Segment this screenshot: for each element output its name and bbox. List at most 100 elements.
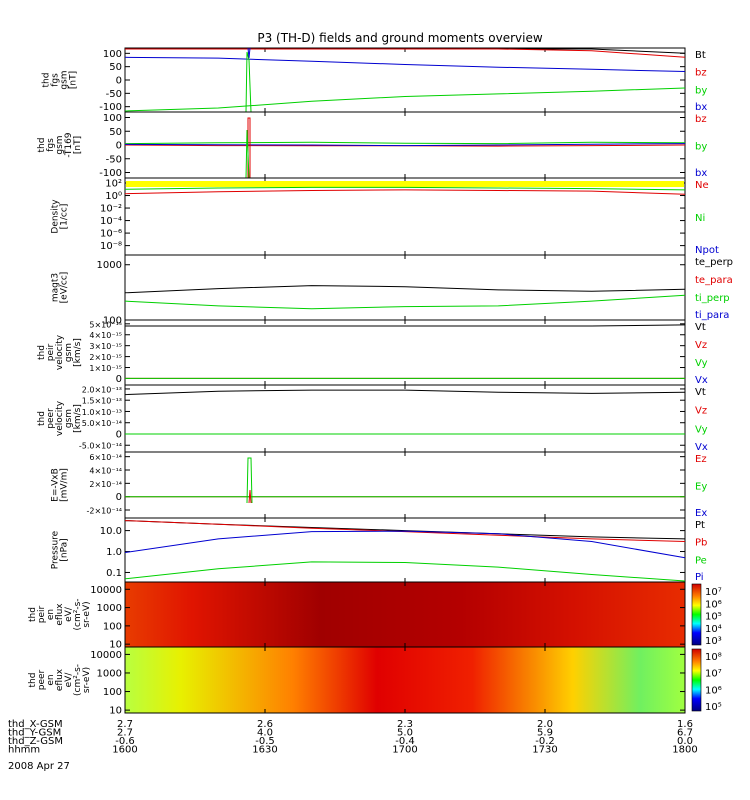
ephemeris-value: 1730 — [532, 745, 557, 756]
y-tick-label: 0 — [116, 429, 122, 440]
ephemeris-value: 1700 — [392, 745, 417, 756]
spike-ey — [246, 457, 253, 504]
legend-Ni: Ni — [695, 213, 705, 224]
y-tick-label: 0 — [116, 141, 122, 152]
y-tick-label: 1.0×10⁻¹³ — [82, 408, 122, 417]
ephemeris-value: 2.7 — [117, 728, 133, 739]
y-axis-label: [mV/m] — [60, 468, 70, 502]
y-tick-label: 100 — [103, 621, 122, 632]
legend-Pb: Pb — [695, 538, 707, 549]
ephemeris-value: 4.0 — [257, 728, 273, 739]
legend-Ne: Ne — [695, 180, 709, 191]
ephemeris-date: 2008 Apr 27 — [8, 761, 70, 772]
series-Ne — [124, 189, 686, 195]
series-by — [124, 87, 686, 112]
legend-Npot: Npot — [695, 245, 719, 256]
y-axis-label: fgs — [46, 138, 56, 152]
ephemeris-row-label: thd_X-GSM — [8, 719, 63, 730]
ephemeris-value: 1800 — [672, 745, 697, 756]
series-bx — [124, 56, 686, 72]
y-tick-label: -100 — [99, 168, 122, 179]
y-axis-label: sr-eV) — [82, 667, 92, 693]
series-by — [124, 141, 686, 145]
y-axis-label: -T169 — [64, 132, 74, 157]
legend-Vy: Vy — [695, 358, 708, 369]
ephemeris-value: -0.4 — [395, 736, 415, 747]
ephemeris-value: 1.6 — [677, 719, 693, 730]
panel-pressure: 10.0 1.0 0.1 Pressure [nPa] Pt Pb Pe Pi — [51, 517, 707, 583]
y-tick-label: 10⁰ — [105, 191, 122, 202]
y-axis-label: Density — [51, 199, 61, 234]
colorbar-label: 10⁶ — [705, 599, 722, 610]
y-tick-label: -50 — [106, 154, 122, 165]
y-axis-label: gsm — [64, 343, 74, 362]
legend-Vy: Vy — [695, 424, 708, 435]
y-tick-label: 1000 — [97, 603, 122, 614]
colorbar-label: 10⁸ — [705, 652, 722, 663]
legend-Vt: Vt — [695, 387, 706, 398]
y-tick-label: 50 — [109, 62, 122, 73]
series-Pe — [124, 561, 686, 582]
colorbar-label: 10⁴ — [705, 624, 722, 635]
y-tick-label: -5.0×10⁻¹⁴ — [79, 442, 122, 451]
y-tick-label: 10⁻⁴ — [100, 216, 122, 227]
y-axis-label: eV/ — [64, 672, 74, 688]
panel-frame — [124, 254, 686, 321]
y-tick-label: 0 — [116, 76, 122, 87]
y-axis-label: gsm — [64, 409, 74, 428]
series-Vt — [125, 324, 686, 327]
colorbar — [691, 583, 702, 646]
y-tick-label: -2×10⁻¹⁴ — [87, 507, 123, 516]
y-tick-label: 0.1 — [106, 568, 122, 579]
panel-peer_spec: 10⁸ 10⁷ 10⁶ 10⁵ 10000 1000 100 10 thd peer en eflux… — [28, 646, 722, 717]
colorbar — [691, 648, 702, 712]
y-axis-label: thd — [28, 673, 38, 688]
y-axis-label: [km/s] — [73, 404, 83, 433]
panel-efield: 6×10⁻¹⁴ 4×10⁻¹⁴ 2×10⁻¹⁴ 0 -2×10⁻¹⁴ E=-VxB [mV/… — [51, 451, 707, 519]
legend-bz: bz — [695, 68, 707, 79]
legend-Pt: Pt — [695, 520, 705, 531]
y-axis-label: eflux — [55, 668, 65, 691]
series-Pi — [124, 530, 686, 559]
ephemeris-value: -0.6 — [115, 736, 135, 747]
y-tick-label: 100 — [103, 49, 122, 60]
panel-frame — [124, 319, 686, 386]
series-Vt — [124, 389, 686, 396]
y-axis-label: en — [46, 609, 56, 620]
y-tick-label: 1000 — [97, 668, 122, 679]
ephemeris-value: 5.0 — [397, 728, 413, 739]
colorbar-label: 10⁷ — [705, 669, 722, 680]
ephemeris-value: -0.2 — [535, 736, 555, 747]
spectrogram-image — [125, 582, 685, 647]
y-axis-label: [nT] — [69, 71, 79, 89]
y-axis-label: Pressure — [51, 530, 61, 569]
y-axis-label: [eV/cc] — [60, 272, 70, 304]
figure-title: P3 (TH-D) fields and ground moments over… — [257, 31, 542, 45]
ephemeris-value: 6.7 — [677, 728, 693, 739]
y-tick-label: 10 — [109, 706, 122, 717]
series-bz — [125, 48, 686, 58]
y-tick-label: 3×10⁻¹⁵ — [89, 342, 122, 351]
legend-Vz: Vz — [695, 340, 707, 351]
y-axis-label: thd — [37, 138, 47, 153]
y-tick-label: -50 — [106, 89, 122, 100]
y-tick-label: 10² — [105, 179, 122, 190]
spike-bx — [247, 47, 251, 59]
legend-ti_para: ti_para — [695, 310, 729, 321]
y-tick-label: 4×10⁻¹⁵ — [89, 331, 122, 340]
series-Pt — [124, 520, 686, 540]
ephemeris-value: 2.0 — [537, 719, 553, 730]
legend-bx: bx — [695, 102, 707, 113]
legend-Vt: Vt — [695, 322, 706, 333]
panel-peir: 5×10⁻¹⁵ 4×10⁻¹⁵ 3×10⁻¹⁵ 2×10⁻¹⁵ 1×10⁻¹⁵0 thd p… — [37, 319, 708, 386]
y-axis-label: eV/ — [64, 606, 74, 622]
ephemeris-value: 2.3 — [397, 719, 413, 730]
y-axis-label: fgs — [51, 73, 61, 87]
colorbar-label: 10³ — [705, 636, 722, 647]
y-tick-label: 1.5×10⁻¹³ — [82, 397, 122, 406]
legend-Pe: Pe — [695, 555, 707, 566]
legend-ti_perp: ti_perp — [695, 293, 730, 304]
y-axis-label: gsm — [55, 135, 65, 154]
panel-fgs169: 100 50 0 -50 -100 thd fgs gsm -T169 [nT] bz by bx — [37, 111, 707, 179]
